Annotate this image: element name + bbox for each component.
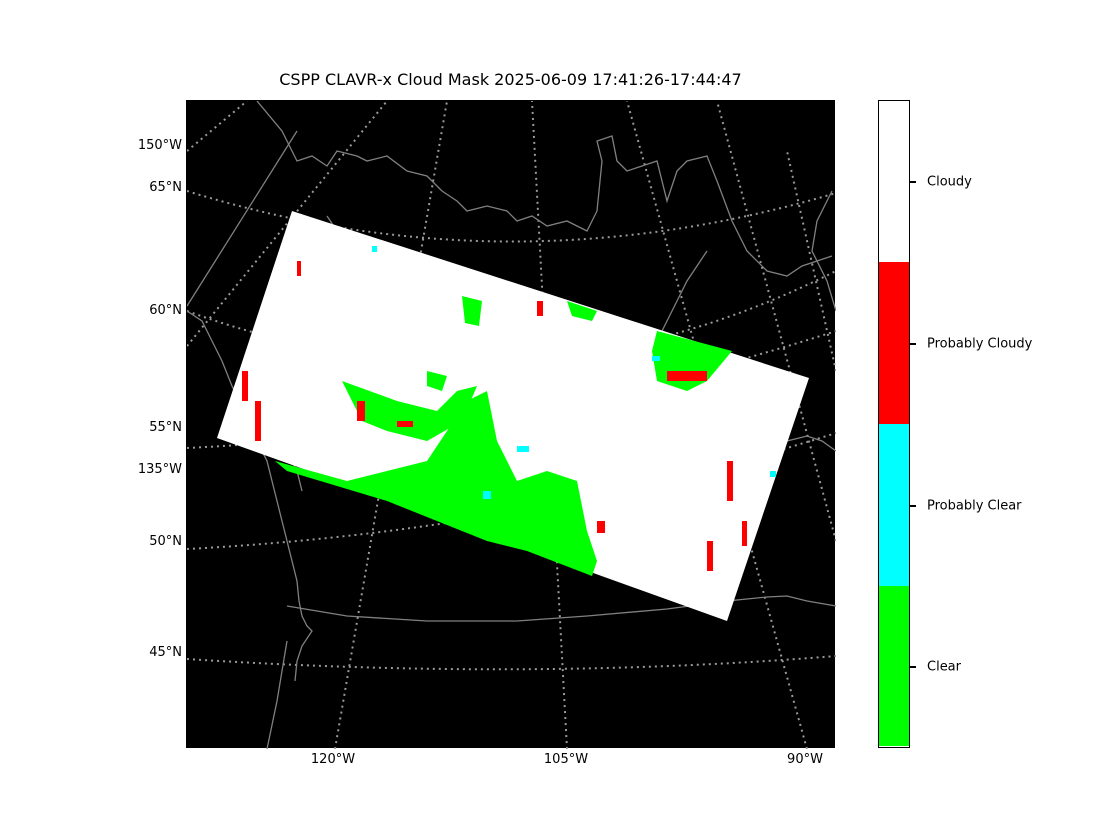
probably-clear-areas	[372, 246, 776, 499]
colorbar-label-cloudy: Cloudy	[927, 174, 972, 190]
lat-label-65n: 65°N	[149, 180, 182, 195]
probably-cloudy-areas	[242, 261, 747, 571]
lat-label-45n: 45°N	[149, 645, 182, 660]
colorbar-segment-clear	[879, 586, 909, 746]
lat-label-50n: 50°N	[149, 534, 182, 549]
colorbar-label-clear: Clear	[927, 659, 961, 675]
colorbar-label-probably-cloudy: Probably Cloudy	[927, 336, 1033, 352]
lon-label-105w: 105°W	[543, 752, 589, 767]
colorbar-segment-probably-cloudy	[879, 262, 909, 424]
colorbar-tick	[910, 181, 916, 183]
colorbar	[878, 100, 910, 748]
colorbar-label-probably-clear: Probably Clear	[927, 498, 1022, 514]
colorbar-tick	[910, 666, 916, 668]
lat-label-60n: 60°N	[149, 303, 182, 318]
colorbar-segment-cloudy	[879, 101, 909, 262]
colorbar-segment-probably-clear	[879, 424, 909, 586]
colorbar-tick	[910, 343, 916, 345]
colorbar-tick	[910, 505, 916, 507]
lat-label-135w: 135°W	[137, 462, 182, 477]
lon-label-120w: 120°W	[310, 752, 356, 767]
lat-label-55n: 55°N	[149, 420, 182, 435]
map-canvas	[187, 101, 836, 749]
lat-label-150w: 150°W	[137, 138, 182, 153]
lon-label-90w: 90°W	[787, 752, 823, 767]
map-title: CSPP CLAVR-x Cloud Mask 2025-06-09 17:41…	[279, 70, 742, 89]
swath-cloudy	[217, 211, 809, 621]
map-panel[interactable]	[186, 100, 836, 749]
clear-areas	[275, 296, 732, 576]
